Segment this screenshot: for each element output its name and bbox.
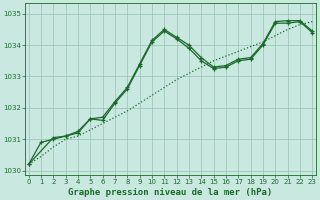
X-axis label: Graphe pression niveau de la mer (hPa): Graphe pression niveau de la mer (hPa) [68,188,273,197]
